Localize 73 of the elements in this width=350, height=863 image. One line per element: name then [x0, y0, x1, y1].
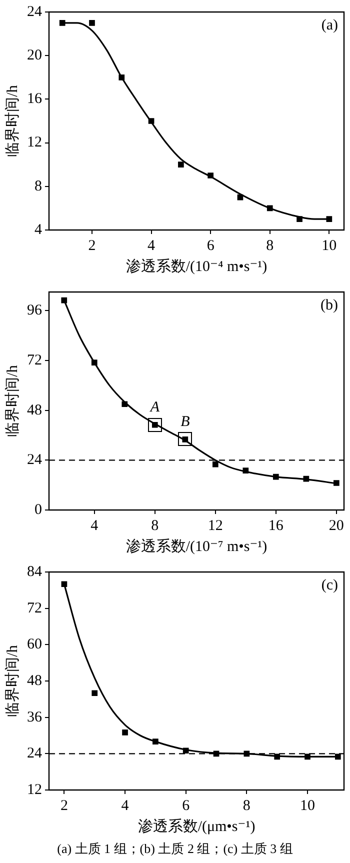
point [274, 754, 280, 760]
point [244, 750, 250, 757]
y-tick-label: 36 [27, 709, 42, 726]
point [273, 474, 279, 480]
point [91, 360, 98, 366]
point [59, 20, 66, 26]
x-tick-label: 10 [322, 238, 337, 254]
point [61, 581, 68, 588]
x-tick-label: 10 [300, 798, 316, 814]
y-tick-label: 72 [27, 600, 42, 616]
y-tick-label: 72 [27, 352, 42, 368]
x-axis-title: 渗透系数/(μm•s⁻¹) [138, 818, 256, 835]
y-tick-label: 12 [27, 782, 42, 798]
point [122, 730, 128, 736]
x-tick-label: 2 [88, 238, 96, 254]
y-tick-label: 96 [27, 302, 42, 319]
point [266, 205, 273, 212]
point [182, 748, 189, 754]
point [303, 476, 310, 482]
y-tick-label: 0 [34, 502, 42, 518]
y-tick-label: 24 [27, 452, 42, 468]
x-tick-label: 8 [151, 518, 159, 534]
y-tick-label: 20 [27, 48, 42, 64]
y-tick-label: 16 [27, 91, 42, 108]
point [89, 20, 95, 26]
x-tick-label: 4 [148, 238, 156, 254]
x-tick-label: 6 [182, 798, 190, 814]
y-axis-title: 临界时间/h [4, 364, 21, 437]
x-axis-title: 渗透系数/(10⁻⁴ m•s⁻¹) [126, 258, 268, 275]
x-tick-label: 8 [266, 238, 274, 254]
y-tick-label: 12 [27, 134, 42, 151]
point [212, 461, 218, 468]
x-tick-label: 16 [268, 518, 284, 534]
point [92, 690, 98, 696]
y-axis-title: 临界时间/h [4, 84, 21, 157]
text: (a) 土质 1 组；(b) 土质 2 组；(c) 土质 3 组 [56, 840, 294, 858]
point [208, 172, 214, 178]
x-tick-label: 4 [90, 518, 99, 534]
y-tick-label: 24 [27, 4, 42, 20]
point [242, 468, 249, 474]
point [122, 401, 128, 408]
point [334, 480, 340, 486]
point [334, 754, 341, 760]
point [213, 750, 220, 757]
point [118, 74, 125, 80]
annotation: (b) [320, 297, 338, 314]
y-tick-label: 60 [27, 636, 42, 653]
x-tick-label: 6 [206, 238, 215, 254]
x-tick-label: 4 [121, 798, 130, 814]
annotation: A [149, 399, 160, 416]
point [326, 216, 332, 222]
x-tick-label: 2 [60, 798, 68, 814]
y-tick-label: 48 [27, 402, 42, 418]
annotation: (c) [321, 577, 338, 594]
x-tick-label: 12 [208, 518, 223, 534]
y-axis-title: 临界时间/h [4, 644, 21, 717]
x-axis-title: 渗透系数/(10⁻⁷ m•s⁻¹) [126, 538, 268, 555]
point [304, 754, 310, 760]
point [237, 194, 244, 200]
point [296, 216, 302, 222]
point [148, 118, 154, 124]
y-tick-label: 8 [34, 178, 42, 194]
y-tick-label: 84 [27, 564, 42, 580]
point [152, 738, 158, 744]
annotation: B [180, 414, 190, 430]
point [178, 162, 184, 168]
y-tick-label: 4 [34, 222, 42, 238]
x-tick-label: 20 [328, 518, 344, 534]
point [61, 297, 68, 304]
annotation: (a) [321, 17, 338, 34]
y-tick-label: 24 [27, 746, 42, 762]
y-tick-label: 48 [27, 672, 42, 689]
x-tick-label: 8 [242, 798, 250, 814]
